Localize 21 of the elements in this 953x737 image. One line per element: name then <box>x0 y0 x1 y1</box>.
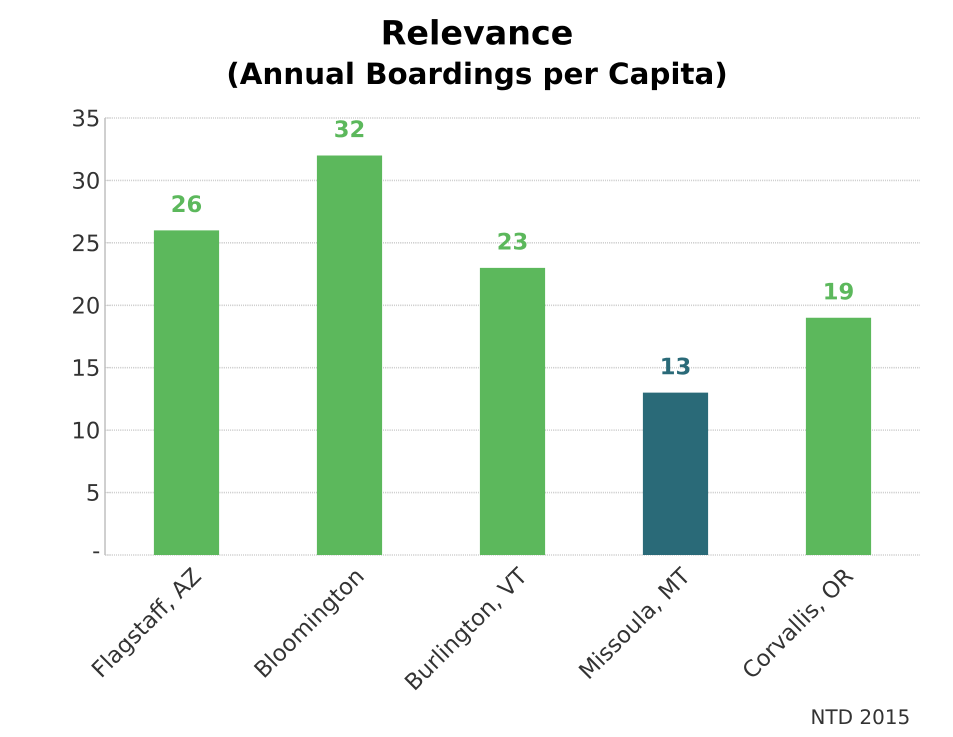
y-tick-label: 15 <box>74 359 98 376</box>
text: NTD 2015 <box>812 709 909 724</box>
bar <box>480 268 546 555</box>
data-label: 19 <box>825 282 853 300</box>
bar <box>806 318 872 555</box>
y-tick-label: - <box>93 551 100 554</box>
chart-subtitle: (Annual Boardings per Capita) <box>228 62 726 90</box>
data-label: 26 <box>172 195 202 212</box>
bar <box>642 392 708 555</box>
data-label: 23 <box>498 232 526 250</box>
y-tick-label: 20 <box>73 296 99 314</box>
y-tick-label: 5 <box>88 484 98 501</box>
y-tick-label: 35 <box>73 109 98 127</box>
data-label: 32 <box>335 120 364 138</box>
bar <box>154 230 220 555</box>
chart-title: Relevance <box>384 19 572 45</box>
y-tick-label: 25 <box>73 234 98 252</box>
y-tick-label: 10 <box>74 422 99 439</box>
data-label: 13 <box>662 357 690 375</box>
bar <box>316 155 382 555</box>
y-tick-label: 30 <box>73 172 99 189</box>
